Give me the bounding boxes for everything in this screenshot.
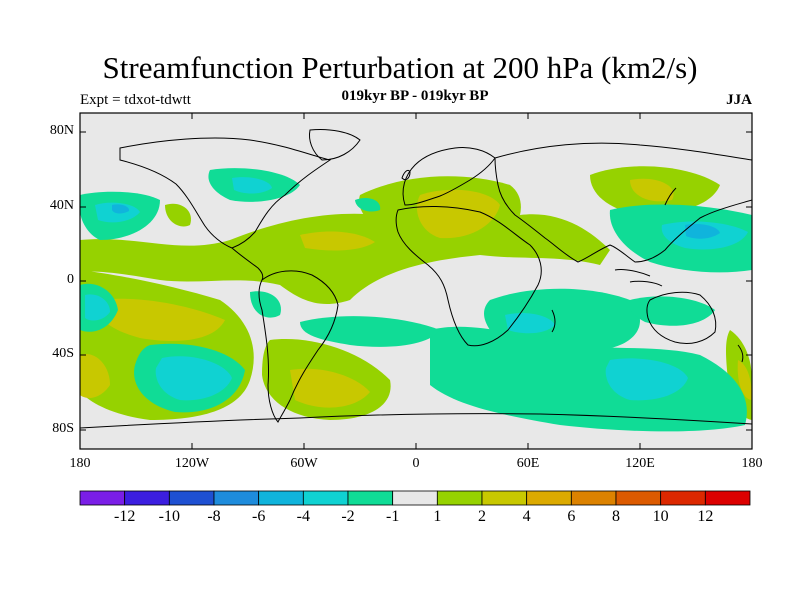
coast-indonesia [614, 269, 663, 287]
colorbar-swatch [302, 490, 349, 506]
colorbar-label: -6 [251, 508, 266, 525]
lon-tick-label: 120E [625, 456, 655, 471]
colorbar-swatch [347, 490, 394, 506]
colorbar-label: 8 [612, 508, 620, 525]
colorbar-label: -1 [385, 508, 400, 525]
colorbar-swatch [79, 490, 126, 506]
fill-sa-east [250, 291, 281, 318]
coast-africa [395, 206, 542, 347]
lon-tick-label: 180 [69, 456, 91, 471]
coast-north-america [119, 137, 332, 249]
experiment-label: Expt = tdxot-tdwtt [80, 92, 191, 108]
colorbar-label: -12 [113, 508, 136, 525]
lon-tick-label: 60E [516, 456, 540, 471]
contour-fills [80, 129, 752, 432]
colorbar-label: 10 [652, 508, 669, 525]
colorbar-swatch [615, 490, 662, 506]
axis-ticks [79, 113, 753, 449]
fill-s-atlantic-core [290, 368, 370, 408]
fill-s-pac-west [80, 354, 110, 398]
fill-s-ind-cyan [605, 358, 688, 401]
colorbar-swatch [124, 490, 170, 506]
coast-australia [646, 291, 717, 345]
colorbar-swatch [213, 490, 260, 506]
coast-antarctica [80, 413, 752, 429]
fill-sw-pac-cyan [155, 356, 232, 401]
lat-tick-label: 0 [67, 272, 74, 287]
colorbar-label: 1 [433, 508, 442, 525]
colorbar-label: -2 [341, 508, 355, 525]
map-subtitle: 019kyr BP - 019kyr BP [341, 88, 489, 104]
coast-central-america [231, 247, 264, 281]
coast-new-zealand [737, 344, 744, 363]
coast-madagascar [551, 309, 556, 333]
fill-atl-south-teal [300, 316, 440, 347]
fill-middle-east [416, 189, 500, 239]
lon-tick-label: 120W [174, 456, 210, 471]
colorbar-swatch [258, 490, 304, 506]
colorbar-swatch [570, 490, 617, 506]
fill-north-pac-yellow [630, 178, 674, 202]
fill-australia-east [628, 296, 715, 326]
fill-n-atl-small [355, 198, 381, 212]
lat-tick-label: 80S [52, 421, 74, 436]
colorbar [79, 490, 751, 506]
colorbar-label: -10 [158, 508, 180, 525]
fill-south-indian [430, 326, 747, 432]
fill-n-atl-cyan [232, 177, 272, 194]
coast-greenland [309, 129, 361, 161]
colorbar-swatch [660, 490, 706, 506]
coast-japan [664, 187, 677, 206]
fill-nw-pac-blue [112, 204, 130, 214]
lat-tick-label: 40S [52, 346, 74, 361]
fill-east-edge-yellow [737, 360, 752, 400]
season-label: JJA [726, 92, 752, 108]
lon-tick-label: 60W [290, 456, 318, 471]
colorbar-swatch [436, 490, 483, 506]
colorbar-label: 12 [697, 508, 714, 525]
colorbar-swatch [704, 490, 751, 506]
lon-tick-label: 180 [741, 456, 763, 471]
fill-se-pac-cyan [85, 294, 110, 321]
coast-south-america [258, 270, 339, 423]
colorbar-swatch [392, 490, 438, 506]
colorbar-swatch [481, 490, 528, 506]
fill-indian-ocean [484, 288, 640, 351]
colorbar-swatch [168, 490, 215, 506]
colorbar-label: 6 [567, 508, 576, 525]
coast-uk [401, 169, 411, 181]
colorbar-label: -8 [207, 508, 221, 525]
fill-w-pac-blue [685, 223, 720, 239]
coast-asia [494, 142, 752, 263]
map-title: Streamfunction Perturbation at 200 hPa (… [102, 50, 698, 85]
fill-se-pacific [95, 298, 225, 341]
lat-tick-label: 80N [49, 123, 74, 138]
fill-atlantic-tropic [300, 231, 375, 251]
coastlines [80, 129, 752, 429]
colorbar-swatch [526, 490, 572, 506]
fill-north-hemi-west [165, 203, 191, 227]
colorbar-label: 4 [522, 508, 531, 525]
colorbar-label: 2 [478, 508, 486, 525]
lon-tick-label: 0 [412, 456, 420, 471]
lat-tick-label: 40N [49, 198, 74, 213]
colorbar-label: -4 [296, 508, 310, 525]
